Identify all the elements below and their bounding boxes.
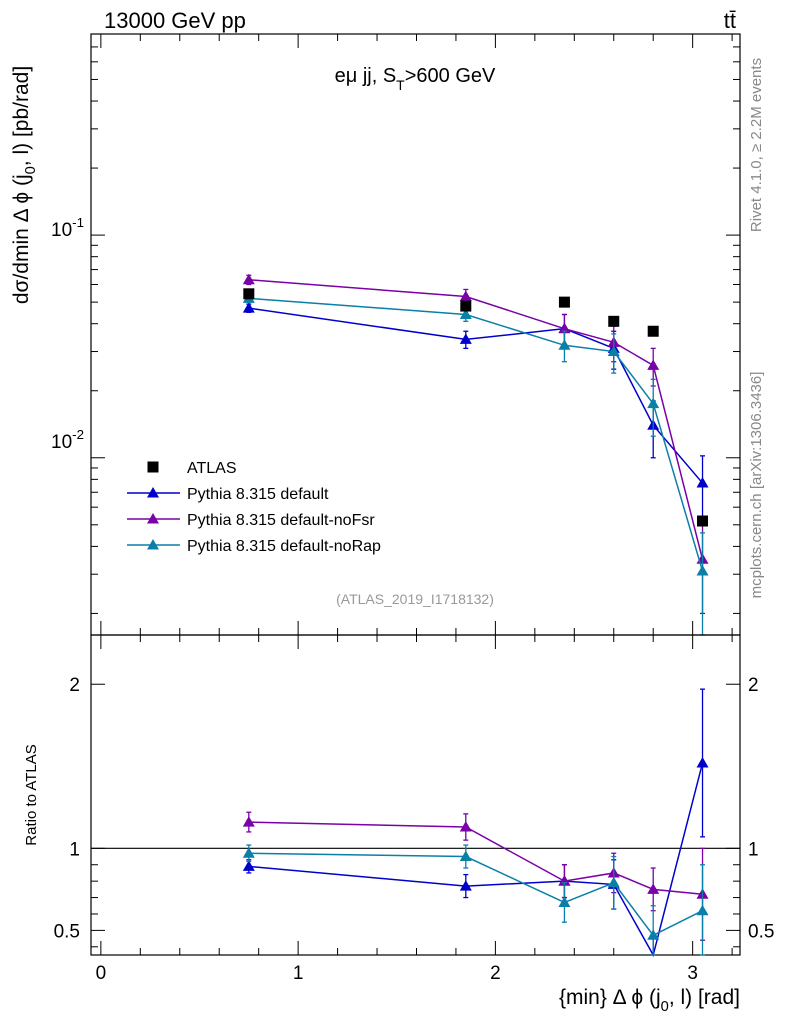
legend: ATLAS Pythia 8.315 default Pythia 8.315 de… bbox=[127, 460, 381, 555]
ratio-data-point bbox=[558, 896, 571, 907]
data-point bbox=[242, 302, 255, 313]
subscript: 0 bbox=[23, 166, 39, 174]
text-part: {min} Δ ϕ (j bbox=[559, 986, 661, 1009]
ratio-data-point bbox=[242, 847, 255, 858]
ratio-data-point bbox=[647, 929, 660, 940]
text-part: 10 bbox=[51, 220, 72, 241]
legend-label: Pythia 8.315 default-noFsr bbox=[187, 512, 375, 529]
atlas-data-point bbox=[697, 515, 709, 527]
legend-marker-atlas bbox=[147, 461, 159, 473]
main-y-axis-label: dσ/dmin Δ ϕ (j0, l) [pb/rad] bbox=[10, 66, 39, 304]
series-line bbox=[248, 279, 704, 560]
ytick-label-0.1: 10-1 bbox=[51, 215, 84, 241]
ratio-ytick-label-right: 1 bbox=[748, 839, 759, 860]
legend-marker bbox=[147, 513, 159, 524]
atlas-data-point bbox=[243, 288, 255, 300]
main-data-marks bbox=[242, 273, 709, 636]
ratio-data-point bbox=[696, 757, 709, 768]
title-sub: T bbox=[396, 77, 405, 93]
ratio-data-point bbox=[459, 880, 472, 891]
atlas-data-point bbox=[608, 315, 620, 327]
ratio-ytick-label-left: 2 bbox=[69, 675, 80, 696]
data-point bbox=[607, 345, 620, 357]
x-tick-label: 0 bbox=[96, 963, 107, 984]
data-point bbox=[459, 290, 472, 301]
x-tick-labels: 0 1 2 3 bbox=[96, 963, 698, 984]
superscript: -1 bbox=[72, 215, 84, 230]
x-tick-label: 3 bbox=[687, 963, 698, 984]
ratio-panel: 0.5 0.5 1 1 2 2 Ratio to ATLAS 0 1 2 3 {min} Δ ϕ… bbox=[23, 634, 774, 1015]
x-tick-label: 1 bbox=[293, 963, 304, 984]
ytick-label-0.01: 10-2 bbox=[51, 427, 84, 453]
series-line bbox=[248, 307, 704, 484]
rivet-label: Rivet 4.1.0, ≥ 2.2M events bbox=[748, 58, 765, 232]
title-part-b: >600 GeV bbox=[405, 65, 496, 87]
ratio-data-marks bbox=[242, 688, 709, 958]
title-part-a: eμ jj, S bbox=[335, 65, 397, 87]
ratio-data-point bbox=[558, 875, 571, 886]
ratio-series-line bbox=[248, 762, 704, 958]
ratio-series-line bbox=[248, 852, 703, 937]
legend-marker bbox=[147, 539, 159, 550]
legend-label: Pythia 8.315 default bbox=[187, 486, 329, 503]
energy-label: 13000 GeV pp bbox=[104, 8, 246, 33]
ratio-y-axis-label: Ratio to ATLAS bbox=[23, 744, 40, 845]
mcplots-label: mcplots.cern.ch [arXiv:1306.3436] bbox=[748, 372, 765, 599]
main-panel: eμ jj, ST>600 GeV dσ/dmin Δ ϕ (j0, l) [p… bbox=[10, 33, 741, 636]
data-point bbox=[459, 308, 472, 319]
data-point bbox=[647, 397, 660, 409]
legend-label: ATLAS bbox=[187, 460, 237, 477]
data-point bbox=[696, 565, 709, 576]
data-point bbox=[696, 477, 709, 488]
legend-label: Pythia 8.315 default-noRap bbox=[187, 538, 381, 555]
data-point bbox=[558, 339, 571, 350]
data-point bbox=[459, 333, 472, 344]
main-ticks bbox=[91, 33, 740, 635]
ratio-ytick-label-right: 2 bbox=[748, 675, 759, 696]
superscript: -2 bbox=[72, 427, 84, 442]
atlas-data-point bbox=[647, 325, 659, 337]
analysis-tag: (ATLAS_2019_I1718132) bbox=[336, 591, 494, 607]
main-title: eμ jj, ST>600 GeV bbox=[335, 65, 496, 93]
data-point bbox=[647, 359, 660, 370]
ratio-ytick-label-left: 0.5 bbox=[54, 921, 80, 942]
ratio-data-point bbox=[459, 821, 472, 832]
ratio-data-point bbox=[242, 816, 255, 827]
subscript: 0 bbox=[661, 999, 669, 1015]
atlas-data-point bbox=[558, 296, 570, 308]
atlas-data-point bbox=[460, 300, 472, 312]
ratio-data-point bbox=[696, 904, 709, 916]
series-pythia-8-315-default-norap bbox=[242, 292, 709, 636]
data-point bbox=[242, 273, 255, 285]
x-axis-label: {min} Δ ϕ (j0, l) [rad] bbox=[559, 986, 740, 1015]
ratio-ytick-label-right: 0.5 bbox=[748, 921, 774, 942]
x-tick-label: 2 bbox=[490, 963, 501, 984]
series-line bbox=[248, 297, 704, 572]
process-label: tt̄ bbox=[724, 8, 736, 33]
ratio-series-line bbox=[248, 821, 703, 896]
ratio-data-point bbox=[459, 850, 472, 862]
ratio-ticks: 0.5 0.5 1 1 2 2 bbox=[54, 635, 774, 955]
text-part: , l) [pb/rad] bbox=[10, 66, 33, 166]
ratio-ytick-label-left: 1 bbox=[69, 839, 80, 860]
ratio-series-pythia-8-315-default-norap bbox=[242, 844, 709, 956]
ratio-frame bbox=[90, 634, 741, 956]
data-point bbox=[558, 322, 571, 334]
legend-marker bbox=[147, 487, 159, 498]
ratio-data-point bbox=[647, 883, 660, 894]
ratio-data-point bbox=[607, 876, 620, 888]
series-atlas bbox=[243, 288, 709, 527]
text-part: , l) [rad] bbox=[669, 986, 740, 1009]
text-part: 10 bbox=[51, 432, 72, 453]
text-part: dσ/dmin Δ ϕ (j bbox=[10, 174, 33, 304]
ratio-data-point bbox=[242, 860, 255, 871]
